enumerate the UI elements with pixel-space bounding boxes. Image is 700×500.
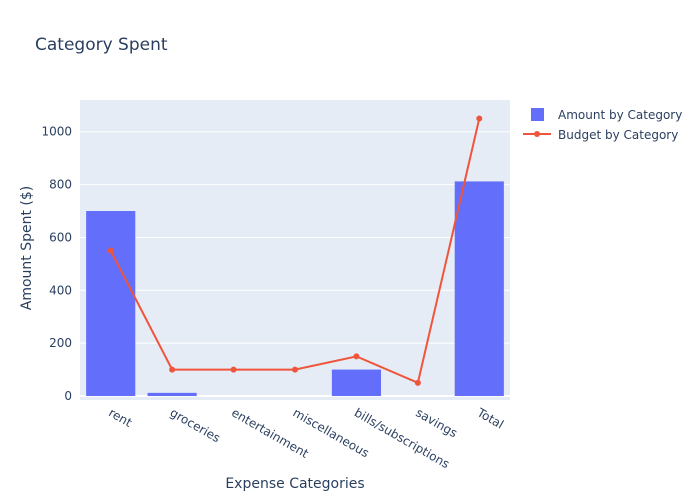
legend-swatch-bar[interactable] <box>531 108 544 121</box>
budget-point-total[interactable] <box>476 115 483 122</box>
y-axis-ticks: 0 200 400 600 800 1000 <box>41 125 72 403</box>
x-axis-title: Expense Categories <box>225 476 364 492</box>
bar-rent[interactable] <box>86 211 136 397</box>
budget-point-bills-subscriptions[interactable] <box>353 353 360 360</box>
budget-point-miscellaneous[interactable] <box>292 366 298 373</box>
plot-background <box>80 100 510 400</box>
bar-groceries[interactable] <box>147 392 197 397</box>
y-tick-label: 200 <box>49 336 72 350</box>
x-tick-label: groceries <box>168 405 223 445</box>
x-axis-ticks: rent groceries entertainmentmiscellaneousb… <box>106 405 506 471</box>
chart-title: Category Spent <box>35 35 168 55</box>
y-tick-label: 400 <box>49 283 72 297</box>
y-tick-label: 800 <box>49 178 72 192</box>
y-tick-label: 0 <box>64 389 72 403</box>
grid-lines <box>80 131 510 398</box>
legend-swatch-marker <box>534 131 540 137</box>
budget-point-entertainment[interactable] <box>230 366 237 373</box>
budget-point-groceries[interactable] <box>169 366 176 373</box>
bar-series <box>86 181 504 397</box>
legend: Amount by Category Budget by Category <box>523 108 682 142</box>
y-axis-title: Amount Spent ($) <box>19 186 35 311</box>
y-tick-label: 1000 <box>41 125 72 139</box>
x-tick-label: Total <box>474 405 506 432</box>
y-tick-label: 600 <box>49 230 72 244</box>
x-tick-label: rent <box>106 405 134 429</box>
budget-point-savings[interactable] <box>414 379 421 386</box>
legend-label-bar[interactable]: Amount by Category <box>558 108 682 122</box>
budget-point-rent[interactable] <box>107 247 114 254</box>
x-tick-label: savings <box>413 405 459 440</box>
legend-label-line[interactable]: Budget by Category <box>558 128 678 142</box>
line-series <box>107 115 483 386</box>
bar-total[interactable] <box>454 181 504 397</box>
bar-bills-subscriptions[interactable] <box>331 369 381 397</box>
